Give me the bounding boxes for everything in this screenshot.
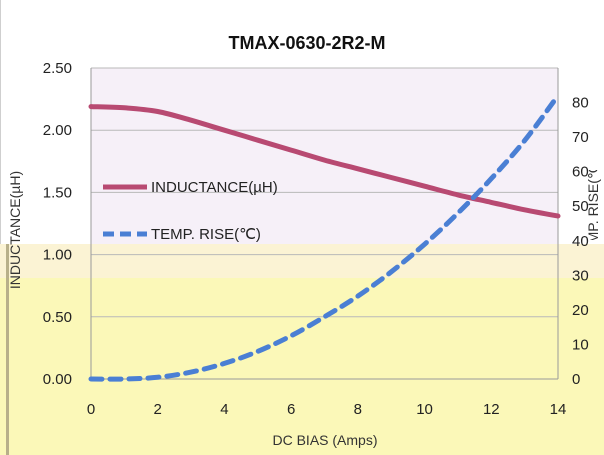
- y-right-tick-label: 60: [572, 164, 589, 181]
- y-left-tick-label: 2.50: [43, 60, 72, 77]
- y-right-tick-label: 50: [572, 198, 589, 215]
- y-right-tick-label: 30: [572, 267, 589, 284]
- y-right-tick-label: 10: [572, 336, 589, 353]
- y-right-tick-label: 70: [572, 129, 589, 146]
- y-right-tick-label: 80: [572, 95, 589, 112]
- y-axis-left-label: INDUCTANCE(µH): [7, 171, 23, 289]
- x-tick-label: 4: [220, 401, 228, 418]
- x-tick-label: 14: [550, 401, 567, 418]
- lower-band: [0, 244, 604, 455]
- legend: INDUCTANCE(µH) TEMP. RISE(℃): [103, 179, 278, 243]
- x-tick-label: 10: [416, 401, 433, 418]
- y-left-tick-label: 0.00: [43, 371, 72, 388]
- y-right-tick-label: 0: [572, 371, 580, 388]
- x-tick-label: 8: [354, 401, 362, 418]
- x-axis-label: DC BIAS (Amps): [272, 432, 377, 448]
- legend-label-temp-rise: TEMP. RISE(℃): [151, 226, 261, 243]
- legend-label-inductance: INDUCTANCE(µH): [151, 179, 278, 196]
- plot-area-upper: [91, 68, 558, 244]
- chart-title: TMAX-0630-2R2-M: [228, 33, 385, 53]
- series-line-inductance: [88, 104, 561, 219]
- plot-area: [91, 68, 558, 244]
- y-left-tick-label: 1.50: [43, 184, 72, 201]
- series-layer: [88, 93, 561, 382]
- y-left-tick-label: 0.50: [43, 309, 72, 326]
- x-tick-label: 2: [154, 401, 162, 418]
- axes: [90, 68, 559, 380]
- x-tick-label: 12: [483, 401, 500, 418]
- series-line-temp-rise: [88, 93, 561, 382]
- y-right-tick-label: 20: [572, 302, 589, 319]
- lower-band-top-strip: [0, 244, 604, 278]
- left-edge-bar: [6, 244, 9, 455]
- tick-labels: 0 2 4 6 8 10 12 14 0.00 0.50 1.00 1.50 2.00 2.50 0 10 20…: [43, 60, 589, 418]
- y-left-tick-label: 1.00: [43, 247, 72, 264]
- x-tick-label: 6: [287, 401, 295, 418]
- y-right-tick-label: 40: [572, 233, 589, 250]
- x-tick-label: 0: [87, 401, 95, 418]
- y-left-tick-label: 2.00: [43, 122, 72, 139]
- y-axis-right-label: TEMP. RISE(℃): [585, 159, 601, 262]
